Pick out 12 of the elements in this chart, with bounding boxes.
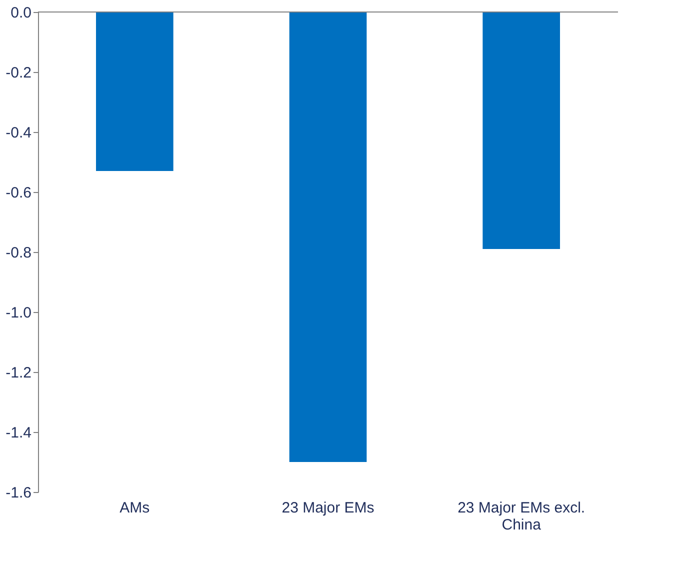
x-tick-label: 23 Major EMs — [282, 500, 374, 516]
y-tick-label: 0.0 — [10, 4, 32, 22]
y-tick-label: -1.0 — [6, 304, 32, 322]
y-tick-label: -0.4 — [6, 124, 32, 142]
y-tick-label: -1.4 — [6, 424, 32, 442]
y-tick-label: -0.2 — [6, 64, 32, 82]
y-tick-label: -1.2 — [6, 364, 32, 382]
y-tick-label: -0.6 — [6, 184, 32, 202]
y-tick-label: -0.8 — [6, 244, 32, 262]
x-tick-label: AMs — [120, 500, 150, 516]
y-tick-label: -1.6 — [6, 484, 32, 502]
x-tick-label: 23 Major EMs excl. China — [458, 500, 586, 534]
